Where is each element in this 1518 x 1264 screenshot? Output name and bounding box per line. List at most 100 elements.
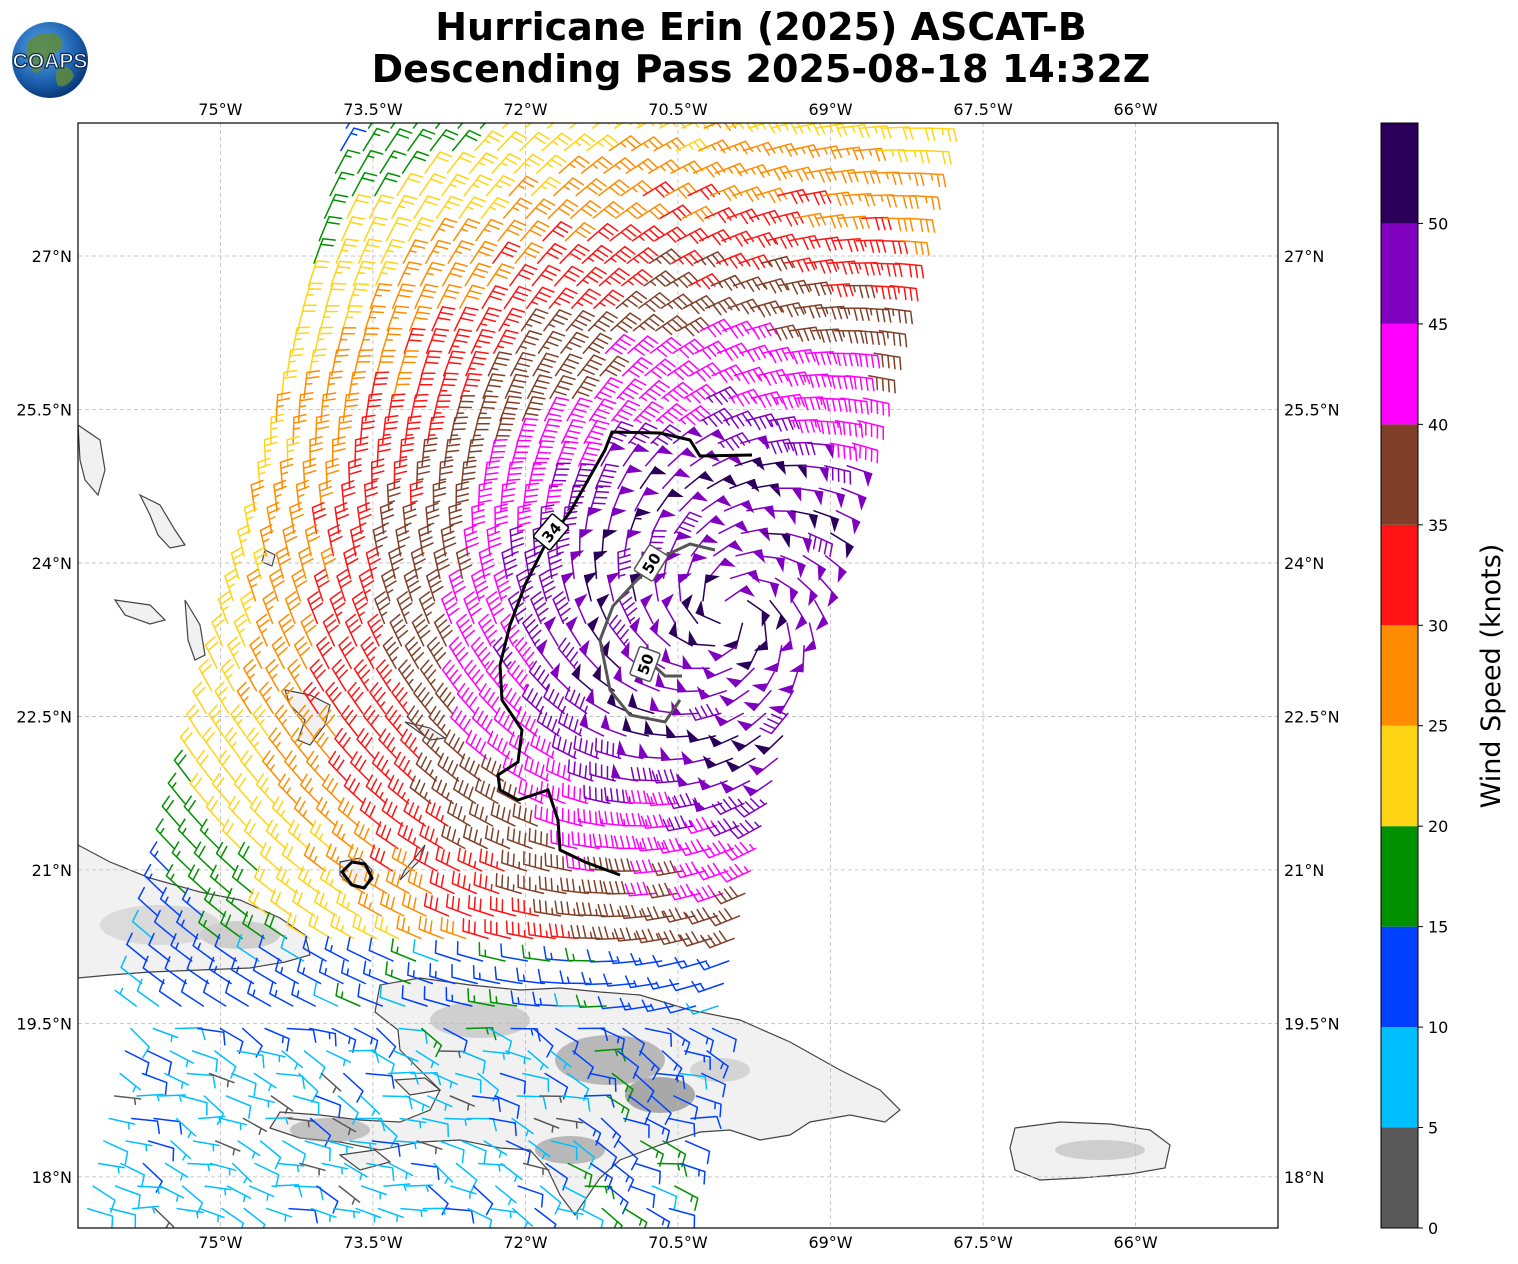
wind-barb	[603, 880, 634, 895]
wind-barb	[488, 439, 508, 467]
wind-barb	[247, 980, 272, 1007]
wind-barb	[242, 1117, 267, 1136]
wind-barb	[338, 1185, 361, 1205]
wind-barb	[375, 349, 396, 377]
wind-barb	[191, 1050, 218, 1073]
wind-barb	[414, 283, 439, 309]
wind-barb	[154, 1207, 175, 1228]
wind-barb-pennant	[628, 692, 638, 709]
wind-barb	[349, 1140, 377, 1151]
wind-barb	[449, 1095, 475, 1111]
wind-barb	[386, 305, 410, 332]
wind-barb	[448, 568, 466, 602]
wind-barb	[97, 1162, 125, 1174]
wind-barb	[547, 547, 563, 580]
wind-barb	[656, 1072, 686, 1090]
wind-barb	[250, 479, 265, 512]
wind-barb	[538, 418, 563, 444]
wind-barb	[684, 816, 717, 835]
wind-barb	[860, 125, 892, 139]
wind-barb	[617, 548, 632, 580]
wind-barb	[398, 349, 420, 377]
wind-barb	[700, 1072, 727, 1098]
lon-tick-label: 72°W	[503, 1233, 547, 1252]
wind-barb	[711, 364, 745, 383]
wind-barb	[419, 659, 437, 692]
wind-barb	[720, 140, 754, 155]
wind-barb	[549, 1050, 572, 1070]
wind-barb	[532, 898, 562, 917]
wind-barb-pennant	[681, 750, 694, 765]
wind-barb	[522, 482, 540, 512]
wind-barb	[805, 258, 838, 274]
wind-barb	[788, 235, 821, 251]
wind-barb	[432, 1072, 458, 1089]
wind-barb	[456, 682, 478, 715]
wind-barb	[688, 703, 722, 721]
wind-barb	[844, 284, 876, 299]
wind-barb	[608, 858, 640, 872]
wind-barb-pennant	[544, 616, 557, 632]
lat-tick-label: 24°N	[1284, 554, 1324, 573]
wind-barb	[608, 135, 641, 152]
wind-barb	[384, 128, 413, 152]
contour-label-50-lower: 50	[629, 645, 661, 683]
wind-barb-pennant	[632, 443, 650, 452]
wind-barb	[522, 1072, 550, 1093]
wind-barb	[509, 525, 525, 557]
wind-barb	[435, 195, 464, 219]
wind-barb-pennant	[675, 531, 693, 541]
wind-barb	[353, 349, 373, 377]
wind-barb	[430, 217, 458, 242]
wind-barb	[348, 370, 367, 399]
wind-barb	[707, 908, 741, 927]
wind-barb	[659, 204, 693, 221]
wind-barb	[566, 397, 593, 422]
wind-barb-pennant	[845, 541, 854, 559]
wind-barb	[371, 1140, 401, 1157]
wind-barb	[187, 1162, 215, 1172]
wind-barb	[239, 750, 258, 782]
wind-barb	[328, 750, 348, 782]
wind-barb	[871, 171, 903, 186]
wind-barb	[242, 911, 265, 940]
wind-barb-pennant	[827, 590, 839, 608]
wind-barb	[198, 658, 213, 692]
wind-barb	[502, 197, 533, 219]
wind-barb	[646, 791, 678, 807]
wind-barb	[284, 750, 303, 782]
wind-barb	[445, 986, 473, 1007]
wind-barb	[812, 419, 843, 436]
wind-barb	[478, 1162, 506, 1172]
wind-barb	[599, 355, 630, 377]
wind-barb	[401, 892, 427, 917]
wind-barb	[766, 324, 800, 341]
wind-barb	[415, 1050, 440, 1069]
wind-barb	[330, 913, 355, 940]
wind-barb	[501, 849, 528, 872]
wind-barb	[715, 162, 748, 177]
wind-barb	[198, 1115, 226, 1124]
wind-barb	[509, 351, 536, 377]
wind-barb-pennant	[739, 500, 755, 514]
wind-barb	[381, 327, 403, 354]
wind-barb	[608, 614, 629, 647]
wind-barb	[569, 123, 597, 129]
wind-barb	[806, 350, 838, 366]
wind-barb	[437, 372, 459, 399]
wind-barb-pennant	[682, 654, 693, 669]
wind-barb	[663, 1001, 697, 1014]
wind-barb-pennant	[719, 780, 735, 794]
wind-barb	[579, 1207, 604, 1228]
colorbar-tick-label: 45	[1428, 315, 1448, 334]
wind-barb	[268, 727, 286, 760]
wind-barb	[627, 335, 659, 356]
wind-barb	[119, 1072, 142, 1093]
wind-barb	[538, 875, 567, 895]
wind-barb	[526, 374, 553, 399]
wind-barb	[592, 833, 623, 850]
wind-barb	[502, 123, 510, 129]
wind-barb	[516, 1095, 547, 1110]
wind-barb	[397, 659, 415, 692]
wind-barb	[598, 267, 630, 287]
